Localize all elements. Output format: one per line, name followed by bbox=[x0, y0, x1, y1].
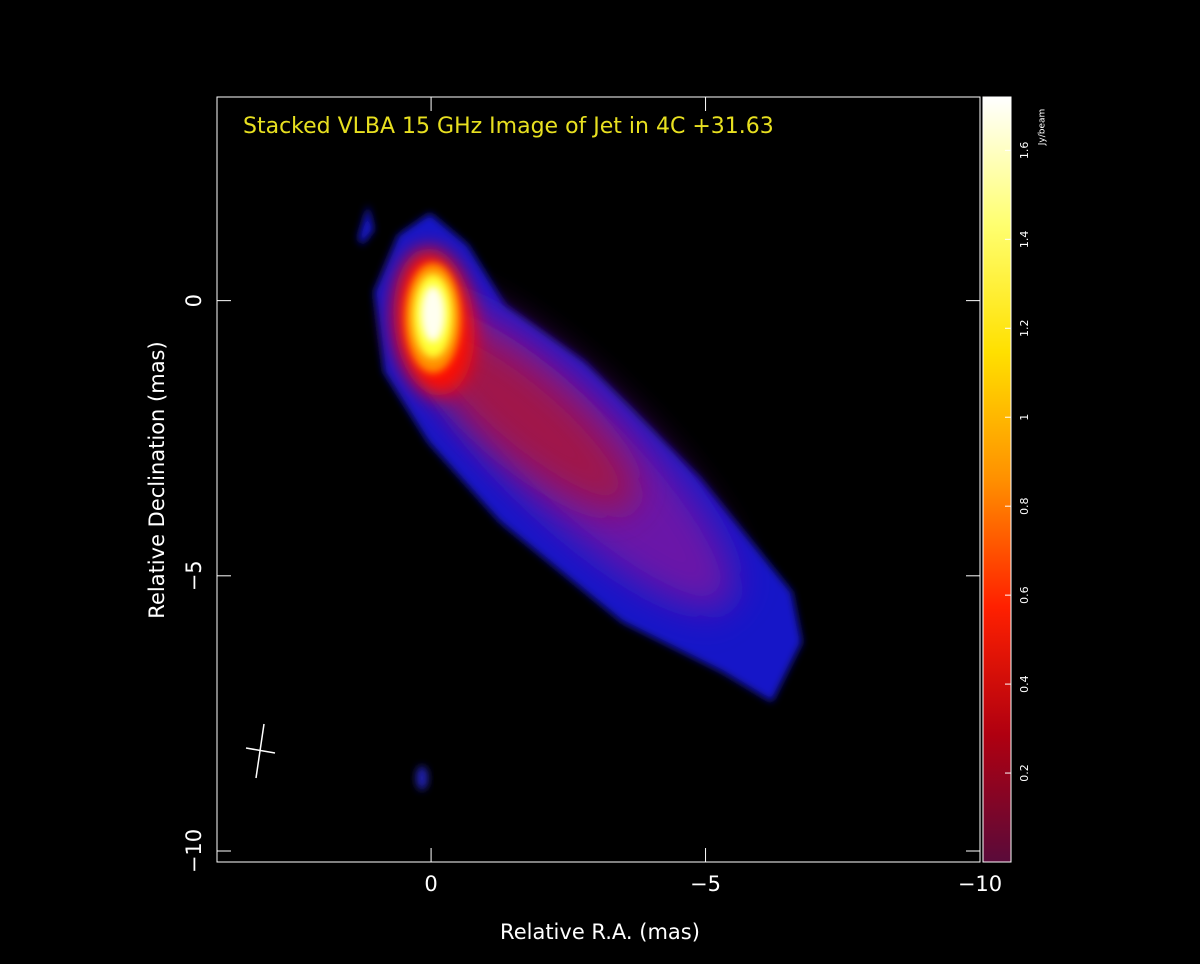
colorbar-tick-label: 0.8 bbox=[1018, 497, 1031, 515]
colorbar-label: Jy/beam bbox=[1038, 109, 1048, 147]
colorbar-tick-label: 1 bbox=[1018, 414, 1031, 421]
x-tick-label: 0 bbox=[424, 872, 437, 896]
x-axis-label: Relative R.A. (mas) bbox=[500, 920, 700, 944]
y-tick-label: −5 bbox=[182, 560, 206, 591]
beam bbox=[245, 723, 276, 779]
colorbar-tick-label: 1.2 bbox=[1018, 320, 1031, 338]
y-tick-label: 0 bbox=[182, 294, 206, 307]
jet-image bbox=[358, 205, 802, 790]
x-tick-label: −5 bbox=[690, 872, 721, 896]
x-tick-label: −10 bbox=[958, 872, 1002, 896]
colorbar-tick-label: 1.6 bbox=[1018, 142, 1031, 160]
chart-title: Stacked VLBA 15 GHz Image of Jet in 4C +… bbox=[243, 114, 774, 139]
colorbar-tick-label: 0.2 bbox=[1018, 764, 1031, 782]
plot-frame bbox=[216, 96, 981, 863]
y-axis-label: Relative Declination (mas) bbox=[145, 341, 169, 618]
colorbar-tick-label: 0.6 bbox=[1018, 586, 1031, 604]
y-tick-label: −10 bbox=[182, 829, 206, 873]
colorbar-tick-label: 0.4 bbox=[1018, 675, 1031, 693]
colorbar-tick-label: 1.4 bbox=[1018, 231, 1031, 249]
colorbar bbox=[982, 96, 1012, 863]
